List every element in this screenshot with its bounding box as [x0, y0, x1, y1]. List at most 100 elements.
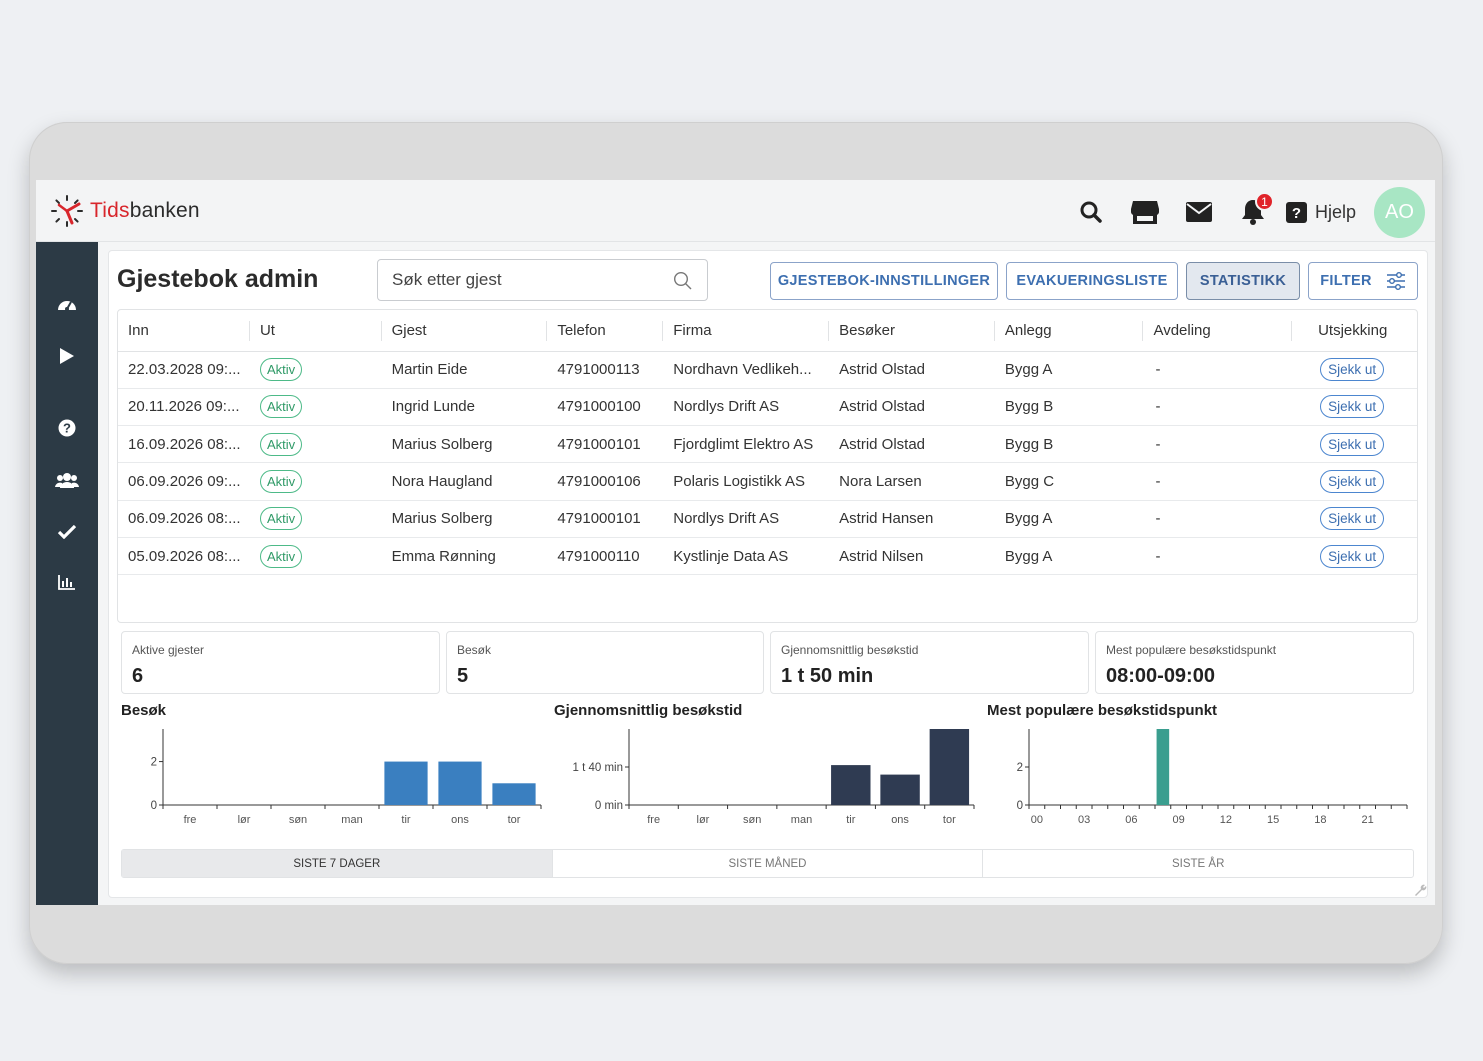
guestbook-settings-button[interactable]: GJESTEBOK-INNSTILLINGER: [770, 262, 998, 300]
table-row[interactable]: 16.09.2026 08:... Aktiv Marius Solberg 4…: [118, 425, 1417, 464]
bar: [880, 774, 920, 805]
search-icon: [1080, 201, 1102, 223]
x-tick-label: 03: [1078, 814, 1090, 826]
svg-text:?: ?: [1292, 205, 1301, 222]
check-out-button[interactable]: Sjekk ut: [1320, 544, 1385, 568]
check-out-button[interactable]: Sjekk ut: [1320, 395, 1385, 419]
notifications-button[interactable]: 1: [1226, 192, 1280, 232]
table-row[interactable]: 20.11.2026 09:... Aktiv Ingrid Lunde 479…: [118, 388, 1417, 427]
x-tick-label: tor: [508, 814, 521, 826]
bar: [384, 761, 428, 805]
evacuation-list-button[interactable]: EVAKUERINGSLISTE: [1006, 262, 1178, 300]
column-header-ut[interactable]: Ut: [249, 310, 382, 352]
column-header-utsjekking[interactable]: Utsjekking: [1292, 310, 1417, 352]
cell-anlegg: Bygg B: [994, 425, 1144, 464]
sidebar-item-dashboard[interactable]: [36, 286, 98, 322]
chart-title-avg-time: Gjennomsnittlig besøkstid: [554, 702, 743, 719]
cell-avdeling: -: [1143, 425, 1293, 464]
x-tick-label: tor: [943, 814, 956, 826]
table-row[interactable]: 06.09.2026 09:... Aktiv Nora Haugland 47…: [118, 462, 1417, 501]
y-tick-label: 2: [1017, 762, 1023, 774]
cell-telefon: 4791000106: [547, 462, 664, 501]
tab-last-year[interactable]: SISTE ÅR: [1171, 857, 1225, 870]
x-tick-label: 12: [1220, 814, 1232, 826]
help-button[interactable]: ? Hjelp: [1285, 201, 1356, 223]
avatar[interactable]: AO: [1374, 186, 1425, 238]
sidebar-item-play[interactable]: [36, 338, 98, 374]
status-badge: Aktiv: [259, 395, 303, 419]
avg-time-chart: 0 min 1 t 40 min fre lør søn man tir ons tor: [573, 729, 975, 826]
table-row[interactable]: 22.03.2028 09:... Aktiv Martin Eide 4791…: [118, 351, 1417, 389]
cell-anlegg: Bygg A: [994, 351, 1144, 389]
search-input[interactable]: [392, 270, 662, 290]
cell-avdeling: -: [1143, 500, 1293, 538]
check-out-button[interactable]: Sjekk ut: [1320, 358, 1385, 382]
cell-telefon: 4791000101: [547, 500, 664, 538]
cell-inn: 06.09.2026 09:...: [118, 462, 250, 501]
cell-inn: 05.09.2026 08:...: [118, 537, 250, 576]
sidebar-item-help[interactable]: ?: [36, 410, 98, 446]
check-out-button[interactable]: Sjekk ut: [1320, 507, 1385, 531]
x-tick-label: tir: [846, 814, 856, 826]
x-tick-label: man: [341, 814, 362, 826]
column-header-gjest[interactable]: Gjest: [381, 310, 548, 352]
top-actions: 1 ? Hjelp AO: [1064, 186, 1425, 238]
x-tick-label: 00: [1031, 814, 1043, 826]
column-header-firma[interactable]: Firma: [663, 310, 830, 352]
column-header-besoker[interactable]: Besøker: [829, 310, 995, 352]
notification-badge: 1: [1254, 192, 1274, 211]
bar: [1156, 729, 1170, 805]
stat-card-avg-time: Gjennomsnittlig besøkstid 1 t 50 min: [770, 631, 1089, 694]
column-header-avdeling[interactable]: Avdeling: [1143, 310, 1293, 352]
cell-firma: Kystlinje Data AS: [663, 537, 830, 576]
statistics-button[interactable]: STATISTIKK: [1186, 262, 1300, 300]
store-button[interactable]: [1118, 192, 1172, 232]
app-screen: Tidsbanken 1 ? Hjelp AO: [36, 180, 1435, 905]
sidebar-item-check[interactable]: [36, 514, 98, 550]
cell-telefon: 4791000100: [547, 388, 664, 427]
cell-firma: Nordlys Drift AS: [663, 388, 830, 427]
tab-last-7-days[interactable]: SISTE 7 DAGER: [122, 850, 553, 877]
x-tick-label: tir: [401, 814, 411, 826]
main-content: Gjestebok admin GJESTEBOK-INNSTILLINGER …: [98, 242, 1435, 905]
column-header-anlegg[interactable]: Anlegg: [994, 310, 1144, 352]
y-tick-label: 0 min: [595, 800, 623, 812]
column-header-telefon[interactable]: Telefon: [547, 310, 664, 352]
svg-text:?: ?: [63, 421, 71, 436]
dashboard-icon: [58, 301, 76, 311]
stat-value: 5: [457, 665, 469, 687]
wrench-icon[interactable]: [1413, 883, 1427, 897]
filter-label: FILTER: [1320, 273, 1372, 289]
cell-anlegg: Bygg A: [994, 537, 1144, 576]
logo[interactable]: Tidsbanken: [50, 194, 200, 228]
y-tick-label: 0: [151, 800, 157, 812]
check-out-button[interactable]: Sjekk ut: [1320, 470, 1385, 494]
check-out-button[interactable]: Sjekk ut: [1320, 432, 1385, 456]
tab-last-month[interactable]: SISTE MÅNED: [553, 850, 984, 877]
x-tick-label: ons: [451, 814, 469, 826]
stat-label: Gjennomsnittlig besøkstid: [781, 643, 919, 657]
x-tick-label: 18: [1314, 814, 1326, 826]
stat-label: Aktive gjester: [132, 643, 205, 657]
guestbook-panel: Gjestebok admin GJESTEBOK-INNSTILLINGER …: [108, 250, 1428, 898]
x-tick-label: 15: [1267, 814, 1279, 826]
x-tick-label: lør: [697, 814, 710, 826]
mail-icon: [1185, 202, 1212, 222]
table-row[interactable]: 06.09.2026 08:... Aktiv Marius Solberg 4…: [118, 500, 1417, 538]
search-button[interactable]: [1064, 192, 1118, 232]
filter-button[interactable]: FILTER: [1308, 262, 1418, 300]
table-row[interactable]: 05.09.2026 08:... Aktiv Emma Rønning 479…: [118, 537, 1417, 576]
column-header-inn[interactable]: Inn: [118, 310, 250, 352]
messages-button[interactable]: [1172, 192, 1226, 232]
sidebar-item-users[interactable]: [36, 462, 98, 498]
store-icon: [1130, 201, 1159, 224]
search-icon[interactable]: [673, 271, 693, 291]
stat-card-visits: Besøk 5: [446, 631, 764, 694]
stat-value: 1 t 50 min: [781, 665, 874, 687]
sidebar-item-statistics[interactable]: [36, 564, 98, 600]
cell-anlegg: Bygg C: [994, 462, 1144, 501]
cell-gjest: Ingrid Lunde: [381, 388, 548, 427]
cell-anlegg: Bygg A: [994, 500, 1144, 538]
bar: [438, 761, 482, 805]
stat-label: Besøk: [457, 643, 492, 657]
